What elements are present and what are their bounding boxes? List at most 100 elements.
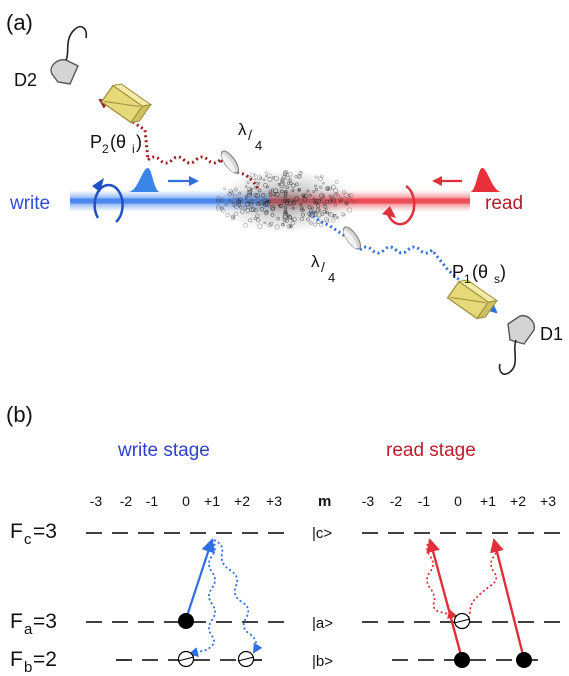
atom-dot: [279, 181, 285, 187]
atom-dot: [253, 208, 258, 213]
read-circular-polarization-icon: [382, 184, 416, 226]
m-value-write-3: 0: [182, 493, 190, 509]
atom-dot: [249, 199, 254, 204]
atom-dot: [318, 176, 323, 182]
level-label-a: F a =3: [10, 610, 57, 638]
atom-dot: [263, 221, 267, 225]
atom-dot: [255, 193, 261, 199]
atom-dot: [259, 176, 262, 180]
waveplate-lower: [342, 226, 362, 250]
atom-dot: [268, 192, 273, 197]
atom-dot: [282, 218, 287, 222]
atom-dot: [223, 187, 226, 191]
atom-dot: [292, 217, 297, 222]
energy-levels: [86, 532, 566, 661]
atom-dot: [296, 173, 302, 179]
atom-dot: [279, 183, 285, 189]
atom-dot: [270, 212, 275, 217]
atom-dot: [245, 201, 251, 207]
read-decay-wavy-right: [459, 539, 498, 629]
atom-dot: [316, 204, 321, 209]
polarizer-1: [446, 279, 499, 320]
m-value-read-1: -2: [390, 493, 403, 509]
atom-dot: [228, 188, 234, 194]
atom-dot: [284, 170, 289, 175]
atom-dot: [253, 216, 257, 221]
atom-dot: [283, 206, 288, 210]
atom-dot: [299, 170, 303, 174]
atom-dot: [230, 215, 236, 221]
atom-dot: [216, 198, 221, 204]
read-final-state-a-m0-strike: [453, 618, 471, 624]
m-value-read-0: -3: [362, 493, 375, 509]
svg-text:F: F: [10, 520, 23, 543]
atom-dot: [314, 188, 318, 192]
atom-dot: [233, 211, 238, 217]
atom-dot: [230, 214, 235, 219]
atom-dot: [283, 210, 287, 215]
atom-dot: [298, 171, 303, 176]
atom-dot: [265, 209, 269, 214]
atom-dot: [281, 222, 285, 227]
m-value-write-4: +1: [204, 493, 220, 509]
svg-text:s: s: [494, 272, 500, 286]
atom-dot: [227, 192, 232, 197]
atom-dot: [274, 224, 280, 230]
atom-dot: [348, 193, 352, 197]
atom-dot: [257, 175, 263, 181]
atom-dot: [348, 192, 354, 198]
atom-dot: [295, 182, 299, 186]
atom-dot: [328, 194, 332, 198]
atom-dot: [243, 222, 248, 228]
waveplate-upper: [220, 150, 240, 174]
atom-dot: [246, 200, 250, 204]
atom-dot: [327, 212, 332, 216]
atom-dot: [299, 216, 304, 222]
atom-dot: [243, 205, 248, 210]
m-label: m: [318, 493, 331, 510]
svg-text:/: /: [248, 127, 252, 143]
atom-dot: [273, 175, 279, 181]
atom-dot: [232, 194, 238, 200]
atom-dot: [270, 204, 276, 210]
atom-dot: [248, 218, 253, 223]
atom-dot: [325, 211, 330, 215]
atom-dot: [297, 188, 302, 192]
atom-dot: [320, 212, 325, 216]
atom-dot: [347, 197, 352, 203]
read-initial-population-b-m0: [454, 652, 470, 668]
atom-dot: [324, 207, 328, 211]
atom-dot: [319, 223, 324, 228]
atom-dot: [270, 206, 276, 212]
atom-dot: [263, 210, 269, 216]
atom-dot: [319, 193, 325, 199]
m-value-read-3: 0: [454, 493, 462, 509]
atom-dot: [245, 196, 248, 200]
atom-dot: [334, 192, 338, 196]
atom-dot: [255, 213, 260, 219]
atom-dot: [288, 172, 293, 177]
read-initial-population-b-m2: [516, 652, 532, 668]
atom-dot: [248, 201, 254, 207]
atom-dot: [328, 211, 334, 218]
atom-dot: [224, 203, 228, 207]
atom-dot: [216, 206, 221, 212]
svg-text:1: 1: [464, 272, 471, 286]
atom-dot: [237, 203, 242, 207]
atom-dot: [220, 198, 225, 202]
svg-text:b: b: [24, 659, 32, 676]
atom-dot: [282, 215, 288, 221]
atom-dot: [249, 172, 255, 178]
svg-text:a: a: [24, 621, 33, 638]
atom-dot: [246, 190, 252, 196]
atom-dot: [324, 216, 330, 222]
svg-text:4: 4: [255, 138, 262, 153]
atom-dot: [254, 178, 257, 181]
svg-text:λ: λ: [311, 252, 320, 271]
atom-dot: [269, 221, 274, 226]
atom-dot: [220, 206, 225, 211]
atom-dot: [257, 223, 263, 229]
read-decay-wavy-left: [426, 539, 458, 619]
atom-dot: [300, 206, 304, 210]
atom-dot: [291, 206, 295, 210]
